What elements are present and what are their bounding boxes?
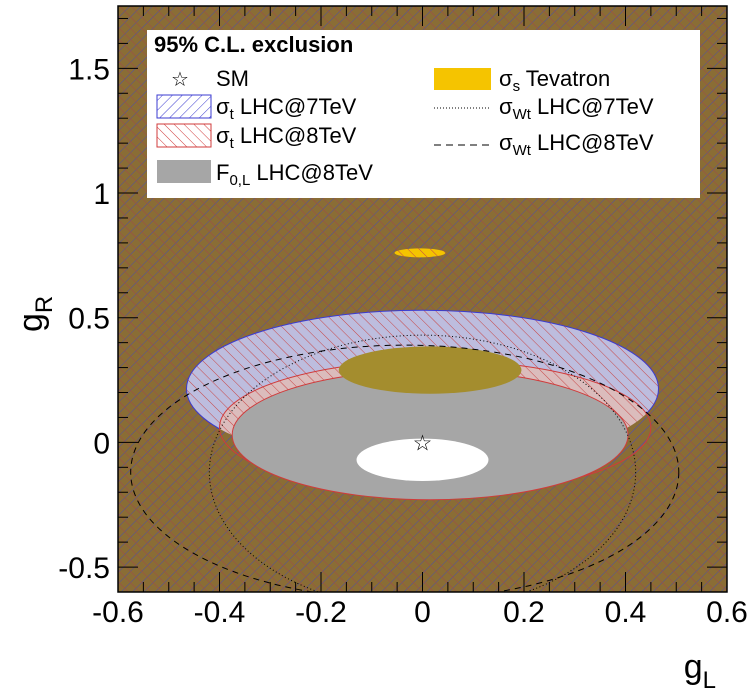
legend-label-wt8: σWt LHC@8TeV xyxy=(499,130,654,159)
y-tick-label: -0.5 xyxy=(58,552,110,585)
y-axis-title: gR xyxy=(12,296,58,332)
x-tick-label: -0.4 xyxy=(194,596,246,629)
x-tick-label: 0 xyxy=(414,596,431,629)
sm-point-marker: ☆ xyxy=(413,430,433,455)
legend-swatch-f0l xyxy=(157,160,211,183)
x-tick-label: 0.2 xyxy=(503,596,545,629)
region-combined-allowed xyxy=(356,438,489,482)
x-tick-label: 0.6 xyxy=(706,596,748,629)
region-tevatron-top-hatch xyxy=(394,248,446,258)
y-axis-tick-labels: -0.5 0 0.5 1 1.5 xyxy=(58,53,110,585)
legend-label-sm: SM xyxy=(216,66,249,91)
y-tick-label: 1.5 xyxy=(68,53,110,86)
legend-marker-sm: ☆ xyxy=(171,69,189,91)
region-f0l-allowed xyxy=(232,370,629,500)
legend-title: 95% C.L. exclusion xyxy=(154,32,353,57)
legend-swatch-lhc7 xyxy=(156,94,212,119)
region-tevatron-excluded-main xyxy=(338,346,522,394)
legend-label-wt7: σWt LHC@7TeV xyxy=(499,94,654,123)
legend-label-tevatron: σs Tevatron xyxy=(499,66,610,95)
contour-wt7 xyxy=(208,334,637,592)
x-tick-label: -0.6 xyxy=(92,596,144,629)
x-tick-label: -0.2 xyxy=(295,596,347,629)
axis-ticks xyxy=(117,6,728,593)
y-tick-label: 0.5 xyxy=(68,303,110,336)
x-tick-label: 0.4 xyxy=(605,596,647,629)
y-tick-label: 1 xyxy=(93,178,110,211)
x-axis-tick-labels: -0.6 -0.4 -0.2 0 0.2 0.4 0.6 xyxy=(92,596,748,629)
legend-label-lhc8: σt LHC@8TeV xyxy=(216,123,357,152)
legend-swatch-lhc8 xyxy=(156,123,212,148)
legend-label-f0l: F0,L LHC@8TeV xyxy=(216,160,373,189)
legend-swatch-tevatron xyxy=(434,68,491,90)
legend: 95% C.L. exclusion ☆ SM σs Tevatron σt L… xyxy=(147,30,700,198)
contour-wt8 xyxy=(130,344,680,592)
y-tick-label: 0 xyxy=(93,427,110,460)
legend-box xyxy=(147,30,700,198)
x-axis-title: gL xyxy=(684,648,716,690)
legend-label-lhc7: σt LHC@7TeV xyxy=(216,94,357,123)
